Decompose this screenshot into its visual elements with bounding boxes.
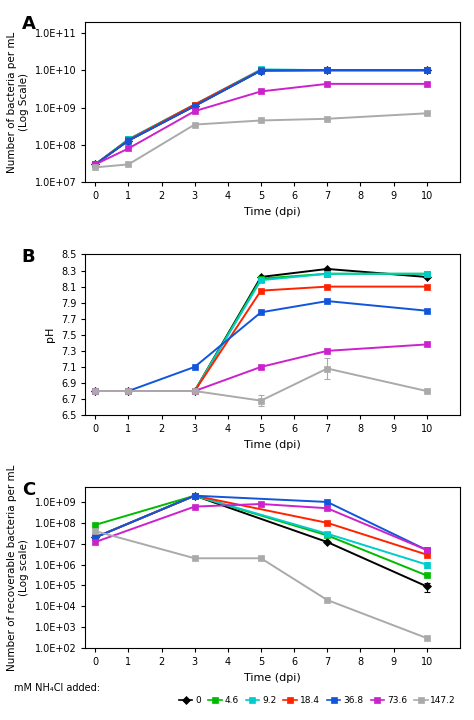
Y-axis label: Number of recoverable bacteria per mL
(Log scale): Number of recoverable bacteria per mL (L… <box>8 464 29 671</box>
Y-axis label: pH: pH <box>45 327 55 343</box>
Text: mM NH₄Cl added:: mM NH₄Cl added: <box>14 683 100 693</box>
Legend: 0, 4.6, 9.2, 18.4, 36.8, 73.6, 147.2: 0, 4.6, 9.2, 18.4, 36.8, 73.6, 147.2 <box>175 692 460 708</box>
Text: C: C <box>22 481 35 499</box>
X-axis label: Time (dpi): Time (dpi) <box>244 672 301 683</box>
X-axis label: Time (dpi): Time (dpi) <box>244 207 301 217</box>
Text: A: A <box>22 15 36 33</box>
X-axis label: Time (dpi): Time (dpi) <box>244 440 301 450</box>
Text: B: B <box>22 248 35 266</box>
Y-axis label: Number of bacteria per mL
(Log Scale): Number of bacteria per mL (Log Scale) <box>8 31 29 173</box>
